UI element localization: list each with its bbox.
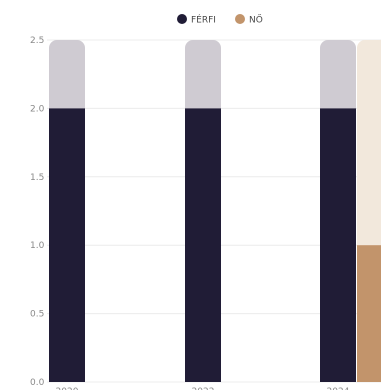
legend-label-ferfi: FÉRFI xyxy=(191,14,216,26)
bars xyxy=(49,108,381,383)
bar-ferfi xyxy=(49,108,85,383)
x-axis-ticks: 2020 2022 2024 xyxy=(56,387,350,390)
legend: FÉRFI NŐ xyxy=(177,14,263,26)
y-tick-label: 1.0 xyxy=(30,241,45,251)
x-tick-label: 2024 xyxy=(327,387,350,390)
legend-label-no: NŐ xyxy=(249,15,263,26)
y-axis-ticks: 0.0 0.5 1.0 1.5 2.0 2.5 xyxy=(30,36,45,388)
bar-ferfi xyxy=(320,108,356,383)
x-tick-label: 2022 xyxy=(192,387,215,390)
bar-ferfi xyxy=(185,108,221,383)
y-tick-label: 0.0 xyxy=(30,378,45,388)
bar-no xyxy=(357,245,381,382)
y-tick-label: 1.5 xyxy=(30,173,44,183)
y-tick-label: 0.5 xyxy=(30,310,44,320)
legend-marker-ferfi xyxy=(177,14,187,24)
x-tick-label: 2020 xyxy=(56,387,79,390)
y-tick-label: 2.5 xyxy=(30,36,44,46)
y-tick-label: 2.0 xyxy=(30,104,45,114)
legend-marker-no xyxy=(235,14,245,24)
